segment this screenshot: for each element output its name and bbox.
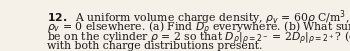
Text: with both charge distributions present.: with both charge distributions present. xyxy=(47,41,262,51)
Text: be on the cylinder $\rho$ = 2 so that $D_\rho|_{\rho=2^-}$ = 2$D_\rho|_{\rho=2^+: be on the cylinder $\rho$ = 2 so that $D… xyxy=(47,30,350,47)
Text: $\bf{12.}$  A uniform volume charge density, $\rho_v$ = 60$\rho$ C/m$^3$, lies w: $\bf{12.}$ A uniform volume charge densi… xyxy=(47,9,350,27)
Text: $\rho_v$ = 0 elsewhere. (a) Find $D_\rho$ everywhere. (b) What surface charge de: $\rho_v$ = 0 elsewhere. (a) Find $D_\rho… xyxy=(47,19,350,37)
